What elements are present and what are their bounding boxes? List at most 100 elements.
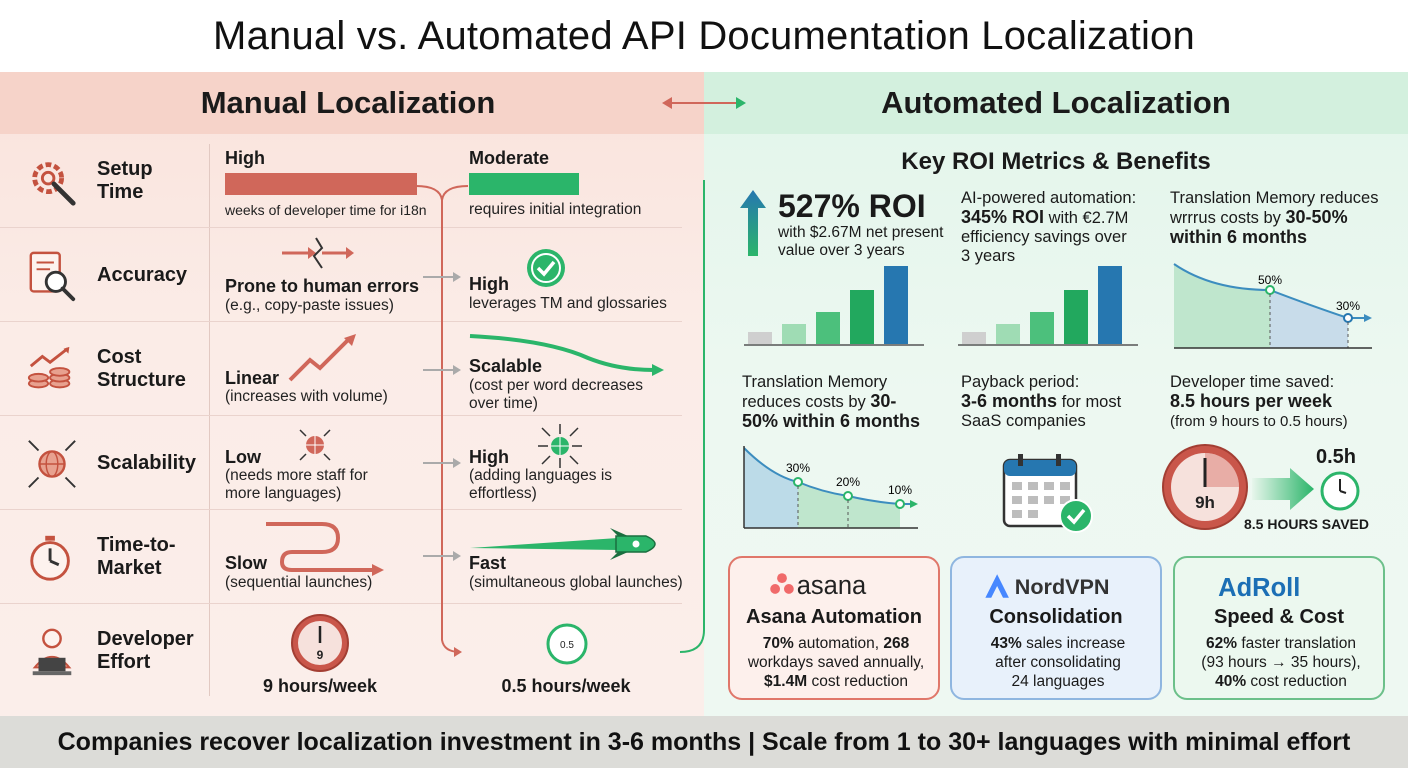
metric2-bar-chart xyxy=(958,266,1138,346)
expanding-globe-icon xyxy=(538,424,582,468)
row-accuracy: Accuracy xyxy=(0,228,682,322)
metric3-point-50 xyxy=(1265,285,1275,295)
row-label-developer-effort: Developer Effort xyxy=(97,628,194,673)
row-label-time-to-market: Time-to- Market xyxy=(97,534,176,579)
metric4-label-30: 30% xyxy=(786,461,810,475)
card-nordvpn-text1: sales increase after consolidating 24 la… xyxy=(995,635,1126,690)
manual-scalability-value: Low xyxy=(225,447,261,467)
manual-clock-label: 9 xyxy=(317,648,324,662)
metric3-bold: 30-50% within 6 months xyxy=(1170,207,1348,247)
row-cost-structure: Cost Structure xyxy=(0,322,682,416)
footer-banner: Companies recover localization investmen… xyxy=(0,716,1408,768)
metric6-clock-left-label: 9h xyxy=(1195,493,1215,512)
metric2-line1: AI-powered automation: xyxy=(961,189,1137,207)
auto-effort-value: 0.5 hours/week xyxy=(501,676,631,696)
metric5-line1: Payback period: xyxy=(961,373,1080,391)
manual-scalability-note: (needs more staff for more languages) xyxy=(225,467,368,502)
automated-header: Automated Localization xyxy=(704,72,1408,134)
up-arrow-icon xyxy=(740,190,766,256)
card-nordvpn-stat1: 43% xyxy=(990,635,1022,652)
manual-ttm-note: (sequential launches) xyxy=(225,574,373,591)
asana-logo-text: asana xyxy=(797,572,867,600)
row-time-to-market: Time-to- Market xyxy=(0,510,682,604)
manual-header: Manual Localization xyxy=(0,72,704,134)
metric3-label-30: 30% xyxy=(1336,299,1360,313)
card-asana-stat1: 70% xyxy=(762,635,794,652)
metric3-decline-chart: 50% 30% xyxy=(1173,263,1372,349)
metric2-bold: 345% ROI xyxy=(961,207,1045,227)
metric5-bold: 3-6 months xyxy=(961,391,1058,411)
row-label-accuracy: Accuracy xyxy=(97,263,188,286)
metric4-label-20: 20% xyxy=(836,475,860,489)
card-asana-text3: cost reduction xyxy=(807,673,908,690)
calendar-check-icon xyxy=(1002,454,1093,533)
gray-arrow-icon xyxy=(423,272,461,282)
auto-cost-note: (cost per word decreases over time) xyxy=(469,377,644,412)
row-label-setup-time: Setup Time xyxy=(97,158,153,203)
card-adroll-text2: cost reduction xyxy=(1246,673,1347,690)
decreasing-curve-icon xyxy=(469,334,664,376)
adroll-logo-icon: AdRoll xyxy=(1218,574,1300,602)
manual-accuracy-note: (e.g., copy-paste issues) xyxy=(225,297,394,314)
metric1-big: 527% ROI xyxy=(778,188,926,224)
auto-clock-label: 0.5 xyxy=(560,640,574,651)
row-scalability: Scalability xyxy=(0,416,682,510)
growth-bar xyxy=(884,266,908,344)
manual-setup-note: weeks of developer time for i18n xyxy=(225,202,427,218)
growth-bar xyxy=(782,324,806,344)
card-adroll-stat1: 62% xyxy=(1206,635,1238,652)
auto-accuracy-value: High xyxy=(469,274,509,294)
card-adroll-body: 62% faster translation (93 hours → 35 ho… xyxy=(1181,634,1381,691)
roi-title: Key ROI Metrics & Benefits xyxy=(901,148,1211,175)
metric4-point-30 xyxy=(793,477,803,487)
developer-laptop-icon xyxy=(32,628,72,676)
manual-setup-bar xyxy=(225,173,417,195)
connector-lines xyxy=(415,180,705,657)
manual-effort-value: 9 hours/week xyxy=(262,676,378,696)
metric6-bold: 8.5 hours per week xyxy=(1170,391,1333,411)
winding-arrow-icon xyxy=(266,522,384,576)
metric6-saved-label: 8.5 HOURS SAVED xyxy=(1244,516,1369,532)
footer-text: Companies recover localization investmen… xyxy=(57,727,1351,756)
metric1-text: with $2.67M net present value over 3 yea… xyxy=(778,224,944,259)
metric4-point-20 xyxy=(843,491,853,501)
card-asana-body: 70% automation, 268 workdays saved annua… xyxy=(736,634,936,691)
manual-ttm-value: Slow xyxy=(225,553,268,573)
metric6-rest: (from 9 hours to 0.5 hours) xyxy=(1170,413,1348,430)
compare-arrow-icon xyxy=(662,97,746,109)
auto-accuracy-note: leverages TM and glossaries xyxy=(469,295,667,312)
broken-arrow-icon xyxy=(282,237,354,269)
manual-cost-value: Linear xyxy=(225,368,280,388)
manual-setup-value: High xyxy=(225,148,265,168)
rising-line-icon xyxy=(288,334,356,382)
row-label-scalability: Scalability xyxy=(97,451,196,474)
card-adroll-text1: faster translation (93 hours → 35 hours)… xyxy=(1201,635,1361,671)
asana-logo-icon: asana xyxy=(770,572,867,600)
page-title: Manual vs. Automated API Documentation L… xyxy=(213,13,1195,58)
growth-bar xyxy=(1030,312,1054,344)
metric1-bar-chart xyxy=(744,266,924,346)
auto-ttm-value: Fast xyxy=(469,553,507,573)
card-asana: asana Asana Automation 70% automation, 2… xyxy=(728,556,940,700)
stopwatch-icon xyxy=(30,535,70,581)
metric4-point-10 xyxy=(895,499,905,509)
growth-bar xyxy=(816,312,840,344)
nordvpn-logo-text: NordVPN xyxy=(1015,574,1110,599)
metric3-point-30 xyxy=(1343,313,1353,323)
card-asana-stat2: 268 xyxy=(883,635,910,652)
metric6-line1: Developer time saved: xyxy=(1170,373,1335,391)
saved-arrow-icon xyxy=(1252,468,1314,510)
rocket-icon xyxy=(470,528,656,560)
gray-arrow-icon xyxy=(423,365,461,375)
metric3-line1: Translation Memory reduces wrrrus costs … xyxy=(1170,189,1379,227)
metric3-label-50: 50% xyxy=(1258,273,1282,287)
card-nordvpn-title: Consolidation xyxy=(989,606,1123,628)
metric6-clock-right-label: 0.5h xyxy=(1316,446,1357,468)
row-label-cost-structure: Cost Structure xyxy=(97,346,186,391)
card-adroll: AdRoll Speed & Cost 62% faster translati… xyxy=(1173,556,1385,700)
small-globe-icon xyxy=(299,429,331,461)
metric2-rest: with €2.7M efficiency savings over 3 yea… xyxy=(961,209,1129,265)
nordvpn-logo-icon: NordVPN xyxy=(985,574,1110,599)
document-magnifier-icon xyxy=(29,251,76,302)
growth-bar xyxy=(850,290,874,344)
